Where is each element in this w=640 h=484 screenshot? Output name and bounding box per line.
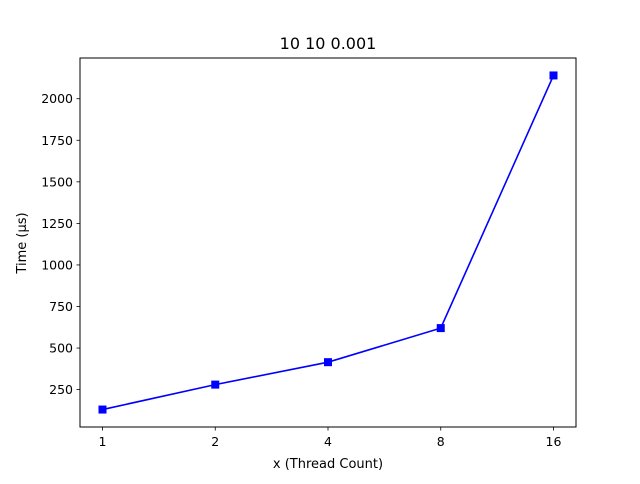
data-point-marker bbox=[98, 405, 107, 414]
y-tick-label: 2000 bbox=[41, 91, 73, 106]
data-point-marker bbox=[324, 358, 332, 367]
series-layer bbox=[98, 71, 558, 414]
data-point-marker bbox=[211, 380, 220, 389]
plot-area-frame bbox=[79, 57, 577, 428]
y-tick-label: 1250 bbox=[41, 216, 73, 231]
y-axis-ticks: 250 500 750 1000 1250 1500 1750 2000 bbox=[41, 91, 80, 397]
y-tick-label: 1000 bbox=[41, 257, 73, 272]
x-axis-ticks: 1 2 4 8 16 bbox=[99, 427, 562, 449]
x-tick-label: 2 bbox=[211, 434, 219, 449]
y-tick-label: 250 bbox=[49, 382, 73, 397]
x-axis-label: x (Thread Count) bbox=[273, 457, 383, 472]
data-point-marker bbox=[436, 324, 445, 333]
y-tick-label: 1750 bbox=[41, 133, 73, 148]
chart-title: 10 10 0.001 bbox=[280, 34, 377, 53]
x-tick-label: 1 bbox=[99, 434, 107, 449]
x-tick-label: 4 bbox=[324, 434, 332, 449]
y-axis-label: Time (µs) bbox=[15, 212, 30, 274]
y-tick-label: 750 bbox=[49, 299, 73, 314]
x-tick-label: 16 bbox=[546, 434, 562, 449]
y-tick-label: 1500 bbox=[41, 174, 73, 189]
x-tick-label: 8 bbox=[437, 434, 445, 449]
y-tick-label: 500 bbox=[49, 341, 73, 356]
data-point-marker bbox=[549, 71, 558, 80]
